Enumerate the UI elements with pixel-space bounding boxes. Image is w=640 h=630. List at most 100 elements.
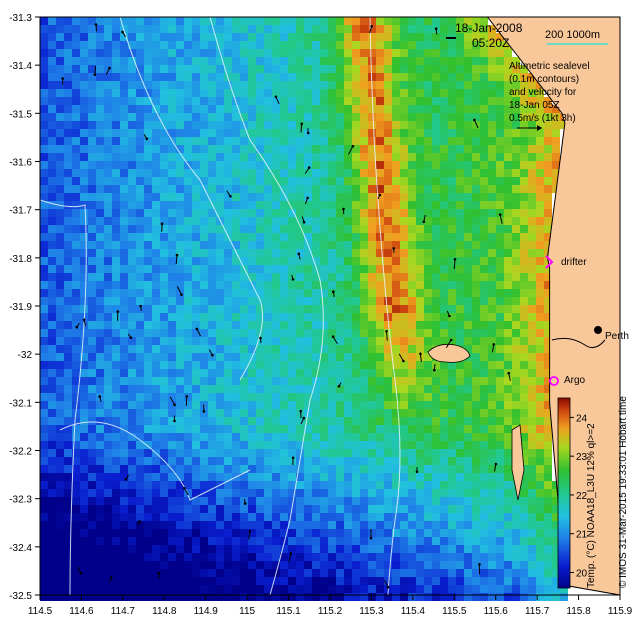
sst-cell <box>512 385 520 393</box>
sst-cell <box>80 449 88 457</box>
sst-cell <box>240 217 248 225</box>
sst-cell <box>136 41 144 49</box>
sst-cell <box>200 137 208 145</box>
sst-cell <box>496 369 504 377</box>
sst-cell <box>200 425 208 433</box>
sst-cell <box>368 481 376 489</box>
sst-cell <box>56 593 64 601</box>
sst-cell <box>512 489 520 497</box>
sst-cell <box>288 513 296 521</box>
sst-cell <box>464 281 472 289</box>
sst-cell <box>136 281 144 289</box>
sst-cell <box>440 313 448 321</box>
sst-cell <box>208 177 216 185</box>
sst-cell <box>408 305 416 313</box>
sst-cell <box>344 57 352 65</box>
sst-cell <box>56 577 64 585</box>
sst-cell <box>40 441 48 449</box>
sst-cell <box>432 433 440 441</box>
sst-cell <box>320 217 328 225</box>
sst-cell <box>88 593 96 601</box>
sst-cell <box>96 177 104 185</box>
sst-cell <box>384 137 392 145</box>
sst-cell <box>520 73 528 81</box>
velocity-arrow-head <box>342 207 345 211</box>
sst-cell <box>248 129 256 137</box>
sst-cell <box>144 305 152 313</box>
sst-cell <box>184 233 192 241</box>
sst-cell <box>136 233 144 241</box>
sst-cell <box>312 233 320 241</box>
sst-cell <box>272 513 280 521</box>
sst-cell <box>56 481 64 489</box>
sst-cell <box>408 489 416 497</box>
sst-cell <box>272 97 280 105</box>
sst-cell <box>240 321 248 329</box>
sst-cell <box>256 441 264 449</box>
sst-cell <box>152 377 160 385</box>
sst-cell <box>304 593 312 601</box>
sst-cell <box>88 49 96 57</box>
sst-cell <box>200 497 208 505</box>
sst-cell <box>352 473 360 481</box>
sst-cell <box>56 529 64 537</box>
sst-cell <box>544 553 552 561</box>
sst-cell <box>176 161 184 169</box>
sst-cell <box>336 129 344 137</box>
sst-cell <box>480 257 488 265</box>
sst-cell <box>352 233 360 241</box>
sst-cell <box>40 449 48 457</box>
sst-cell <box>456 473 464 481</box>
sst-cell <box>496 353 504 361</box>
sst-cell <box>296 345 304 353</box>
sst-cell <box>272 33 280 41</box>
sst-cell <box>184 505 192 513</box>
sst-cell <box>232 569 240 577</box>
sst-cell <box>424 217 432 225</box>
sst-cell <box>368 529 376 537</box>
info-line: 0.5m/s (1kt 3h) <box>509 113 576 124</box>
sst-cell <box>360 577 368 585</box>
sst-cell <box>96 249 104 257</box>
sst-cell <box>544 465 552 473</box>
sst-cell <box>480 249 488 257</box>
sst-cell <box>408 113 416 121</box>
sst-cell <box>168 113 176 121</box>
sst-cell <box>288 433 296 441</box>
sst-cell <box>224 561 232 569</box>
sst-cell <box>48 369 56 377</box>
sst-cell <box>88 481 96 489</box>
sst-cell <box>136 433 144 441</box>
sst-cell <box>320 209 328 217</box>
sst-cell <box>280 209 288 217</box>
sst-cell <box>240 33 248 41</box>
sst-cell <box>520 561 528 569</box>
sst-cell <box>272 361 280 369</box>
sst-cell <box>328 561 336 569</box>
sst-cell <box>384 449 392 457</box>
sst-cell <box>456 137 464 145</box>
sst-cell <box>504 457 512 465</box>
sst-cell <box>344 281 352 289</box>
sst-cell <box>456 121 464 129</box>
sst-cell <box>288 113 296 121</box>
sst-cell <box>288 17 296 25</box>
sst-cell <box>344 113 352 121</box>
velocity-arrow-head <box>415 470 419 474</box>
sst-cell <box>120 553 128 561</box>
sst-cell <box>192 249 200 257</box>
sst-cell <box>352 145 360 153</box>
sst-cell <box>400 249 408 257</box>
sst-cell <box>288 41 296 49</box>
sst-cell <box>312 313 320 321</box>
sst-cell <box>48 121 56 129</box>
sst-cell <box>256 25 264 33</box>
sst-cell <box>312 17 320 25</box>
sst-cell <box>344 73 352 81</box>
sst-cell <box>216 577 224 585</box>
sst-cell <box>464 577 472 585</box>
sst-cell <box>304 105 312 113</box>
sst-cell <box>200 49 208 57</box>
sst-cell <box>520 97 528 105</box>
sst-cell <box>80 465 88 473</box>
